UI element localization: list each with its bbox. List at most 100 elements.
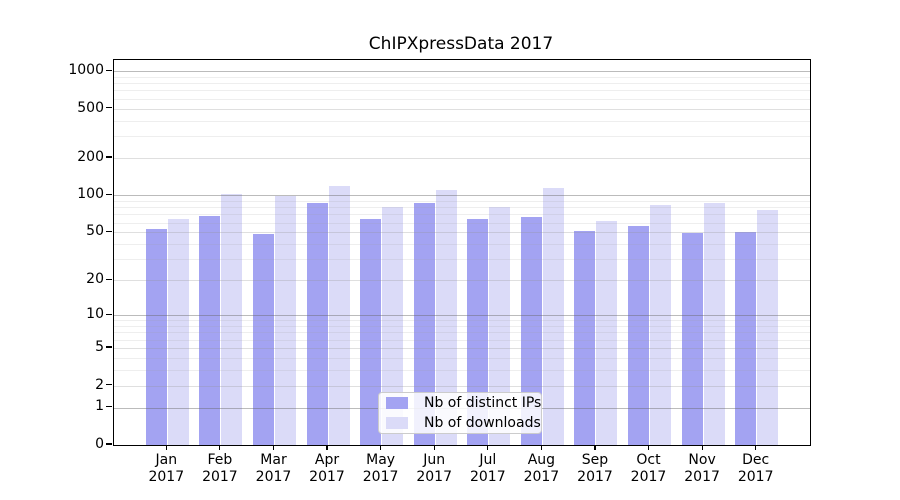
bar-nb-of-distinct-ips-jan bbox=[145, 229, 167, 445]
x-tick-mark bbox=[540, 445, 542, 451]
bar-nb-of-downloads-apr bbox=[328, 185, 350, 445]
gridline-200 bbox=[114, 158, 810, 159]
x-tick-label-dec: Dec 2017 bbox=[737, 452, 774, 485]
minor-gridline bbox=[114, 90, 810, 92]
x-tick-label-jun: Jun 2017 bbox=[416, 452, 452, 485]
y-tick-label-200: 200 bbox=[77, 148, 104, 165]
y-tick-mark bbox=[106, 383, 112, 386]
minor-gridline bbox=[114, 370, 810, 371]
bar-nb-of-downloads-mar bbox=[274, 196, 296, 445]
x-tick-label-oct: Oct 2017 bbox=[630, 452, 667, 485]
minor-gridline bbox=[114, 200, 810, 202]
legend: Nb of distinct IPs Nb of downloads bbox=[378, 392, 542, 434]
bar-nb-of-distinct-ips-feb bbox=[199, 215, 221, 445]
bar-nb-of-downloads-nov bbox=[703, 203, 725, 445]
bar-nb-of-distinct-ips-oct bbox=[628, 226, 650, 445]
y-tick-mark bbox=[106, 313, 112, 315]
x-tick-label-mar: Mar 2017 bbox=[255, 452, 292, 485]
minor-gridline bbox=[114, 83, 810, 85]
x-tick-mark bbox=[594, 445, 596, 451]
bar-nb-of-downloads-jul bbox=[489, 206, 511, 445]
bar-nb-of-distinct-ips-aug bbox=[520, 217, 542, 445]
x-tick-label-feb: Feb 2017 bbox=[202, 452, 238, 485]
gridline-10 bbox=[114, 315, 810, 317]
gridline-20 bbox=[114, 280, 810, 282]
minor-gridline bbox=[114, 357, 810, 359]
chart-title: ChIPXpressData 2017 bbox=[368, 34, 554, 54]
bar-nb-of-downloads-feb bbox=[221, 193, 243, 445]
y-tick-label-2: 2 bbox=[95, 376, 104, 393]
bar-nb-of-distinct-ips-apr bbox=[306, 203, 328, 445]
y-tick-mark bbox=[106, 346, 112, 348]
minor-gridline bbox=[114, 259, 810, 261]
legend-swatch-distinct-ips bbox=[386, 397, 408, 409]
minor-gridline bbox=[114, 326, 810, 328]
minor-gridline bbox=[114, 76, 810, 78]
bar-nb-of-downloads-oct bbox=[650, 204, 672, 445]
legend-item-distinct-ips: Nb of distinct IPs bbox=[379, 394, 541, 413]
minor-gridline bbox=[114, 214, 810, 216]
y-tick-mark bbox=[106, 69, 112, 71]
y-tick-mark bbox=[106, 443, 112, 445]
bar-nb-of-downloads-aug bbox=[542, 187, 564, 445]
y-tick-mark bbox=[106, 278, 112, 280]
x-tick-label-sep: Sep 2017 bbox=[577, 452, 613, 485]
legend-label-distinct-ips: Nb of distinct IPs bbox=[424, 394, 542, 411]
minor-gridline bbox=[114, 136, 810, 138]
x-tick-mark bbox=[380, 445, 382, 451]
bar-nb-of-downloads-jan bbox=[167, 219, 189, 445]
bar-nb-of-downloads-dec bbox=[757, 209, 779, 445]
bar-nb-of-distinct-ips-jun bbox=[413, 202, 435, 445]
minor-gridline bbox=[114, 320, 810, 322]
bar-nb-of-distinct-ips-sep bbox=[574, 231, 596, 445]
plot-area bbox=[113, 59, 811, 446]
minor-gridline bbox=[114, 339, 810, 341]
bar-nb-of-downloads-may bbox=[382, 207, 404, 445]
bar-nb-of-distinct-ips-nov bbox=[681, 233, 703, 445]
minor-gridline bbox=[114, 222, 810, 224]
x-tick-mark bbox=[701, 445, 703, 451]
y-tick-mark bbox=[106, 156, 112, 158]
y-tick-label-1000: 1000 bbox=[68, 62, 104, 79]
bar-nb-of-distinct-ips-mar bbox=[252, 234, 274, 445]
y-tick-label-20: 20 bbox=[86, 271, 104, 288]
gridline-2 bbox=[114, 385, 810, 387]
y-tick-label-1: 1 bbox=[95, 398, 104, 415]
gridline-1000 bbox=[114, 71, 810, 73]
legend-label-downloads: Nb of downloads bbox=[424, 414, 541, 431]
y-tick-label-10: 10 bbox=[86, 306, 104, 323]
x-tick-mark bbox=[219, 445, 221, 451]
gridline-100 bbox=[114, 195, 810, 197]
bar-nb-of-distinct-ips-jul bbox=[467, 219, 489, 445]
x-tick-mark bbox=[326, 445, 328, 451]
y-tick-mark bbox=[106, 405, 112, 408]
legend-swatch-downloads bbox=[386, 417, 408, 429]
y-tick-label-500: 500 bbox=[77, 99, 104, 116]
gridline-500 bbox=[114, 108, 810, 110]
minor-gridline bbox=[114, 120, 810, 122]
x-tick-mark bbox=[165, 445, 167, 451]
x-tick-mark bbox=[755, 445, 757, 451]
minor-gridline bbox=[114, 244, 810, 245]
y-tick-label-50: 50 bbox=[86, 223, 104, 240]
bar-nb-of-distinct-ips-may bbox=[360, 219, 382, 445]
bar-nb-of-downloads-jun bbox=[435, 190, 457, 445]
x-tick-label-jan: Jan 2017 bbox=[148, 452, 185, 485]
minor-gridline bbox=[114, 207, 810, 209]
gridline-5 bbox=[114, 348, 810, 349]
x-tick-label-may: May 2017 bbox=[362, 452, 399, 485]
legend-item-downloads: Nb of downloads bbox=[379, 414, 541, 433]
x-tick-mark bbox=[647, 445, 650, 451]
y-tick-label-100: 100 bbox=[77, 186, 104, 203]
x-tick-mark bbox=[433, 445, 435, 451]
x-tick-label-nov: Nov 2017 bbox=[684, 452, 720, 485]
y-tick-mark bbox=[106, 106, 112, 109]
y-tick-mark bbox=[106, 230, 112, 232]
x-tick-label-jul: Jul 2017 bbox=[469, 452, 506, 485]
minor-gridline bbox=[114, 332, 810, 334]
x-tick-mark bbox=[272, 445, 275, 451]
x-tick-label-apr: Apr 2017 bbox=[309, 452, 345, 485]
x-tick-label-aug: Aug 2017 bbox=[523, 452, 560, 485]
bar-nb-of-downloads-sep bbox=[596, 220, 618, 445]
